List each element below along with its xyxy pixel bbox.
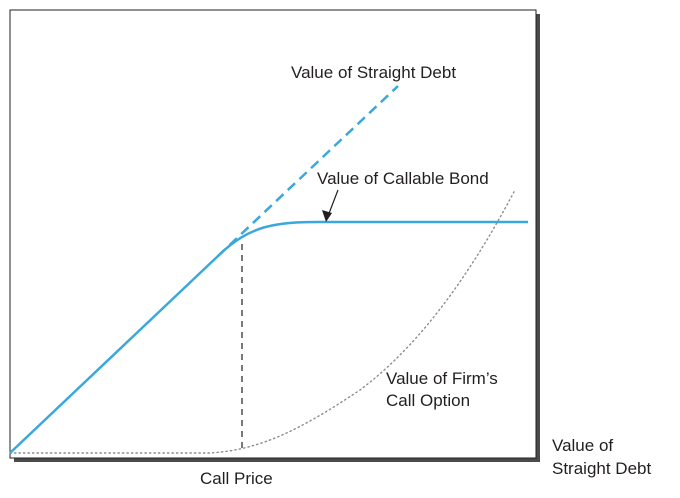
callable-bond-label: Value of Callable Bond	[317, 169, 489, 188]
plot-frame	[9, 9, 537, 459]
callable-bond-curve	[9, 220, 528, 454]
call-price-label: Call Price	[200, 469, 273, 488]
call-option-curve	[9, 189, 516, 454]
x-axis-label-line2: Straight Debt	[552, 459, 651, 478]
call-option-label-line1: Value of Firm’s	[386, 369, 498, 388]
callable-bond-arrow	[327, 189, 339, 217]
arrow-head-icon	[322, 210, 332, 222]
straight-debt-line	[217, 85, 399, 257]
call-option-label-line2: Call Option	[386, 391, 470, 410]
x-axis-label-line1: Value of	[552, 436, 613, 455]
straight-debt-label: Value of Straight Debt	[291, 63, 456, 82]
